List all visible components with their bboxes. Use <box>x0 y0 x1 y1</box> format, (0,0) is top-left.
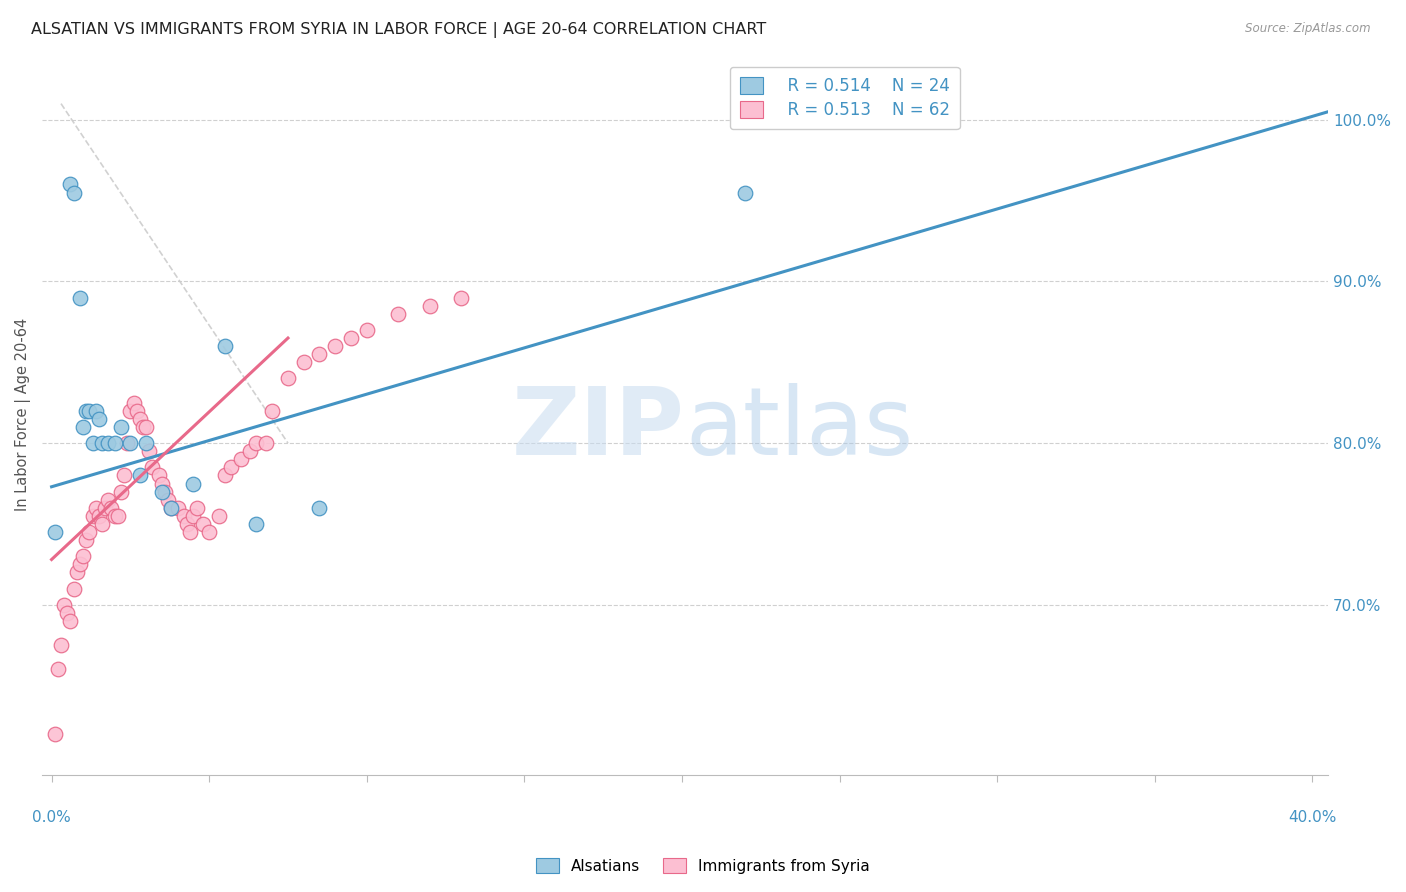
Point <box>450 291 472 305</box>
Point <box>120 436 142 450</box>
Point <box>75 533 97 548</box>
Point <box>214 468 236 483</box>
Point <box>148 468 170 483</box>
Point <box>153 484 176 499</box>
Point <box>122 395 145 409</box>
Point <box>138 444 160 458</box>
Point <box>87 412 110 426</box>
Point <box>97 436 120 450</box>
Point <box>135 420 157 434</box>
Point <box>56 606 79 620</box>
Point <box>160 500 183 515</box>
Point <box>59 178 82 192</box>
Point <box>166 500 188 515</box>
Point <box>69 291 91 305</box>
Point <box>292 355 315 369</box>
Point <box>150 484 173 499</box>
Legend: Alsatians, Immigrants from Syria: Alsatians, Immigrants from Syria <box>530 852 876 880</box>
Point <box>97 492 120 507</box>
Point <box>66 566 89 580</box>
Legend:   R = 0.514    N = 24,   R = 0.513    N = 62: R = 0.514 N = 24, R = 0.513 N = 62 <box>730 67 960 129</box>
Point <box>214 339 236 353</box>
Point <box>115 436 138 450</box>
Point <box>277 371 299 385</box>
Point <box>44 727 66 741</box>
Point <box>91 436 114 450</box>
Point <box>132 420 155 434</box>
Point <box>75 404 97 418</box>
Point <box>356 323 378 337</box>
Point <box>125 404 148 418</box>
Text: 0.0%: 0.0% <box>32 810 70 825</box>
Point <box>323 339 346 353</box>
Point <box>128 412 150 426</box>
Point <box>135 436 157 450</box>
Point <box>239 444 262 458</box>
Point <box>72 420 94 434</box>
Point <box>157 492 180 507</box>
Point <box>262 404 284 418</box>
Point <box>207 508 229 523</box>
Point <box>219 460 242 475</box>
Point <box>340 331 363 345</box>
Point <box>84 500 107 515</box>
Point <box>245 436 267 450</box>
Point <box>69 558 91 572</box>
Point <box>419 299 441 313</box>
Point <box>387 307 409 321</box>
Point <box>186 500 208 515</box>
Point <box>104 436 127 450</box>
Point <box>110 420 132 434</box>
Text: ALSATIAN VS IMMIGRANTS FROM SYRIA IN LABOR FORCE | AGE 20-64 CORRELATION CHART: ALSATIAN VS IMMIGRANTS FROM SYRIA IN LAB… <box>31 22 766 38</box>
Point <box>120 404 142 418</box>
Point <box>308 347 330 361</box>
Point <box>44 524 66 539</box>
Point <box>141 460 163 475</box>
Point <box>176 516 198 531</box>
Point <box>308 500 330 515</box>
Point <box>59 614 82 628</box>
Point <box>110 484 132 499</box>
Text: atlas: atlas <box>685 384 914 475</box>
Point <box>53 598 76 612</box>
Point <box>128 468 150 483</box>
Point <box>82 436 104 450</box>
Point <box>104 508 127 523</box>
Text: 40.0%: 40.0% <box>1288 810 1337 825</box>
Point <box>72 549 94 564</box>
Point <box>183 476 205 491</box>
Point <box>79 404 101 418</box>
Point <box>112 468 135 483</box>
Point <box>254 436 277 450</box>
Point <box>229 452 252 467</box>
Point <box>150 476 173 491</box>
Point <box>160 500 183 515</box>
Point <box>79 524 101 539</box>
Point <box>100 500 122 515</box>
Point <box>191 516 214 531</box>
Point <box>173 508 195 523</box>
Point <box>82 508 104 523</box>
Point <box>107 508 129 523</box>
Point <box>94 500 117 515</box>
Y-axis label: In Labor Force | Age 20-64: In Labor Force | Age 20-64 <box>15 318 31 511</box>
Point <box>46 662 69 676</box>
Point <box>62 582 84 596</box>
Point <box>91 516 114 531</box>
Point <box>183 508 205 523</box>
Text: ZIP: ZIP <box>512 384 685 475</box>
Point <box>179 524 201 539</box>
Point <box>245 516 267 531</box>
Point <box>198 524 221 539</box>
Point <box>734 186 756 200</box>
Text: Source: ZipAtlas.com: Source: ZipAtlas.com <box>1246 22 1371 36</box>
Point <box>84 404 107 418</box>
Point <box>49 638 72 652</box>
Point <box>87 508 110 523</box>
Point <box>62 186 84 200</box>
